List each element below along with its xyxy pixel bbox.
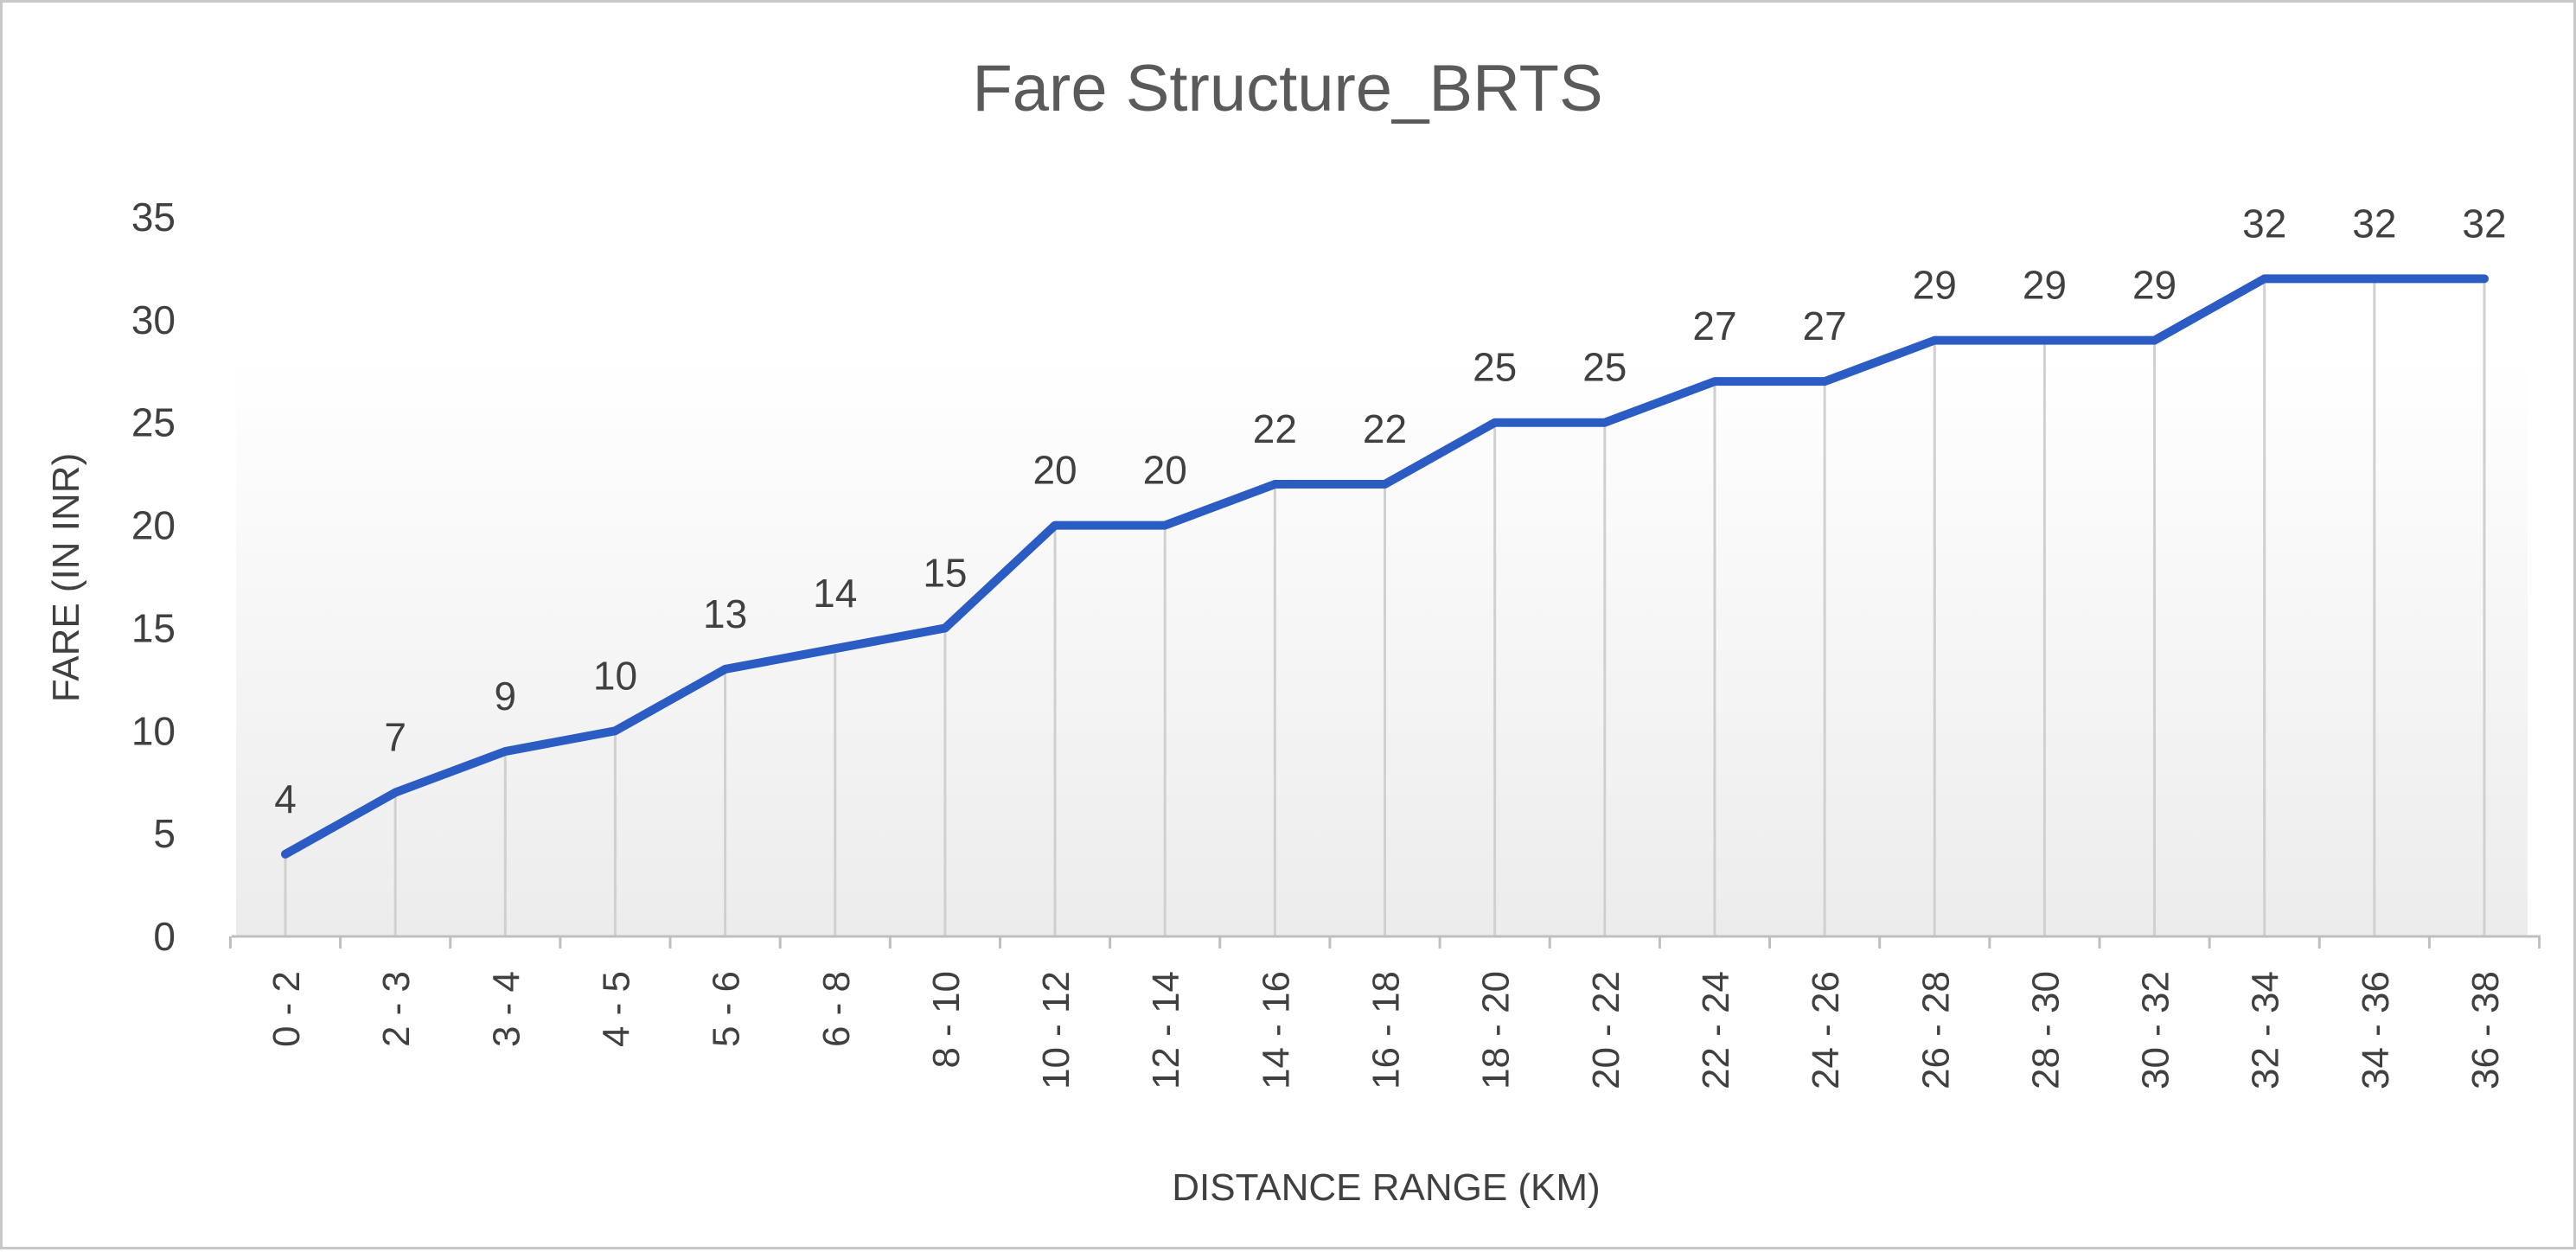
y-tick-label: 10: [131, 708, 176, 753]
x-category-label: 30 - 32: [2135, 971, 2177, 1089]
data-label: 22: [1253, 406, 1297, 451]
y-axis-ticks: 0 5 10 15 20 25 30 35: [131, 195, 176, 959]
x-category-label: 34 - 36: [2355, 971, 2397, 1089]
x-category-label: 3 - 4: [485, 971, 527, 1047]
x-category-label: 8 - 10: [925, 971, 968, 1069]
data-label: 15: [923, 550, 967, 595]
chart-title: Fare Structure_BRTS: [972, 52, 1602, 125]
y-tick-label: 5: [153, 811, 176, 856]
x-category-label: 22 - 24: [1695, 971, 1737, 1089]
data-label: 29: [2132, 263, 2176, 308]
data-label: 25: [1473, 345, 1517, 390]
data-label: 22: [1363, 406, 1407, 451]
drop-lines: [284, 278, 2486, 936]
x-tick-marks: [228, 936, 2541, 949]
x-category-label: 36 - 38: [2464, 971, 2507, 1089]
data-label: 13: [703, 591, 747, 636]
data-label: 27: [1803, 303, 1847, 348]
y-tick-label: 25: [131, 400, 176, 445]
x-category-label: 24 - 26: [1805, 971, 1847, 1089]
x-category-label: 32 - 34: [2245, 971, 2287, 1089]
line-chart: Fare Structure_BRTS FARE (IN INR) DISTAN…: [45, 52, 2541, 1209]
data-label: 10: [593, 653, 637, 698]
data-label: 29: [1913, 263, 1957, 308]
data-label: 32: [2462, 201, 2506, 246]
y-tick-label: 20: [131, 503, 176, 548]
data-label: 7: [384, 715, 406, 760]
x-category-label: 5 - 6: [706, 971, 748, 1047]
y-tick-label: 0: [153, 914, 176, 959]
x-category-label: 14 - 16: [1255, 971, 1297, 1089]
y-tick-label: 35: [131, 195, 176, 240]
data-label: 32: [2352, 201, 2396, 246]
series-line: [281, 274, 2489, 859]
data-label: 27: [1692, 303, 1736, 348]
x-category-label: 18 - 20: [1475, 971, 1518, 1089]
x-axis-categories: 0 - 2 2 - 3 3 - 4 4 - 5 5 - 6 6 - 8 8 - 10 10 -…: [265, 971, 2507, 1089]
x-category-label: 6 - 8: [815, 971, 858, 1047]
y-tick-label: 30: [131, 297, 176, 342]
data-labels: 4 7 9 10 13 14 15 20 20 22 22 25 25 27 27 29 29 29 32 32 32: [274, 201, 2506, 821]
data-label: 4: [274, 776, 297, 821]
x-category-label: 0 - 2: [265, 971, 308, 1047]
x-category-label: 28 - 30: [2024, 971, 2067, 1089]
x-category-label: 12 - 14: [1145, 971, 1187, 1089]
data-label: 9: [495, 674, 517, 719]
data-label: 14: [813, 571, 857, 616]
data-label: 25: [1582, 345, 1627, 390]
x-category-label: 16 - 18: [1365, 971, 1408, 1089]
y-tick-label: 15: [131, 605, 176, 650]
x-category-label: 10 - 12: [1035, 971, 1077, 1089]
y-axis-title: FARE (IN INR): [45, 453, 87, 702]
x-axis-title: DISTANCE RANGE (KM): [1172, 1166, 1600, 1209]
x-category-label: 20 - 22: [1585, 971, 1627, 1089]
data-label: 29: [2023, 263, 2067, 308]
x-category-label: 4 - 5: [595, 971, 637, 1047]
x-category-label: 2 - 3: [375, 971, 418, 1047]
x-category-label: 26 - 28: [1914, 971, 1957, 1089]
data-label: 20: [1143, 448, 1187, 493]
plot-area-background: [236, 357, 2528, 936]
data-label: 20: [1032, 448, 1077, 493]
data-label: 32: [2242, 201, 2286, 246]
